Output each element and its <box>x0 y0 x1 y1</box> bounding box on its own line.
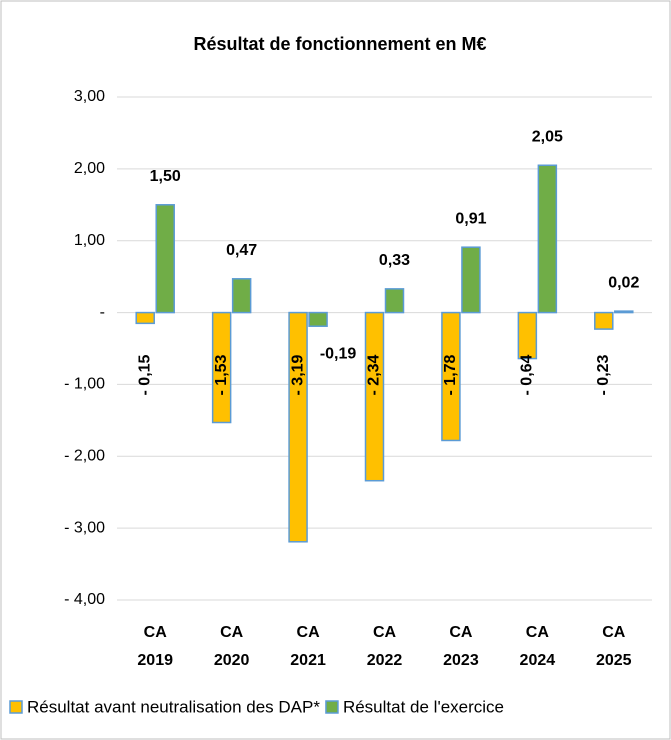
chart-title: Résultat de fonctionnement en M€ <box>193 34 486 54</box>
bar <box>384 288 405 314</box>
x-tick-label: CA 2019 <box>137 624 173 669</box>
bar <box>135 311 155 325</box>
y-tick-label: - 3,00 <box>64 519 105 536</box>
data-label: - 0,15 <box>136 354 153 395</box>
data-label: - 1,78 <box>442 354 459 395</box>
y-tick-label: 1,00 <box>74 232 105 249</box>
data-label: 1,50 <box>150 168 181 185</box>
data-label: 0,47 <box>226 242 257 259</box>
data-label: - 0,23 <box>595 354 612 395</box>
x-tick-label: CA 2021 <box>290 624 326 669</box>
data-label: - 0,64 <box>519 354 536 395</box>
bar <box>594 311 614 330</box>
data-label: 2,05 <box>532 128 563 145</box>
y-tick-label: 2,00 <box>74 160 105 177</box>
bar <box>364 311 385 482</box>
bar <box>308 311 328 327</box>
bar <box>211 311 232 424</box>
x-tick-label: CA 2020 <box>214 624 250 669</box>
y-tick-label: 3,00 <box>74 88 105 105</box>
legend-label: Résultat avant neutralisation des DAP* <box>27 697 320 716</box>
legend-swatch <box>9 700 23 714</box>
bar <box>288 311 308 543</box>
bar <box>614 310 634 314</box>
x-tick-label: CA 2022 <box>367 624 403 669</box>
y-tick-label: - 1,00 <box>64 376 105 393</box>
data-label: - 2,34 <box>366 354 383 395</box>
legend-label: Résultat de l'exercice <box>343 697 504 716</box>
data-label: 0,02 <box>608 274 639 291</box>
bar <box>517 311 538 360</box>
data-label: 0,91 <box>455 210 486 227</box>
data-label: - 1,53 <box>213 354 230 395</box>
y-tick-label: - <box>100 304 105 321</box>
x-tick-label: CA 2024 <box>520 624 556 669</box>
y-tick-label: - 2,00 <box>64 448 105 465</box>
legend-swatch <box>325 700 339 714</box>
bar <box>231 278 252 314</box>
data-label: - 3,19 <box>289 354 306 395</box>
data-label: -0,19 <box>320 345 357 362</box>
x-tick-label: CA 2023 <box>443 624 479 669</box>
bar <box>441 311 461 442</box>
x-tick-label: CA 2025 <box>596 624 632 669</box>
bar <box>537 164 558 314</box>
bar <box>461 246 481 314</box>
bar <box>155 204 175 314</box>
y-tick-label: - 4,00 <box>64 591 105 608</box>
data-label: 0,33 <box>379 252 410 269</box>
